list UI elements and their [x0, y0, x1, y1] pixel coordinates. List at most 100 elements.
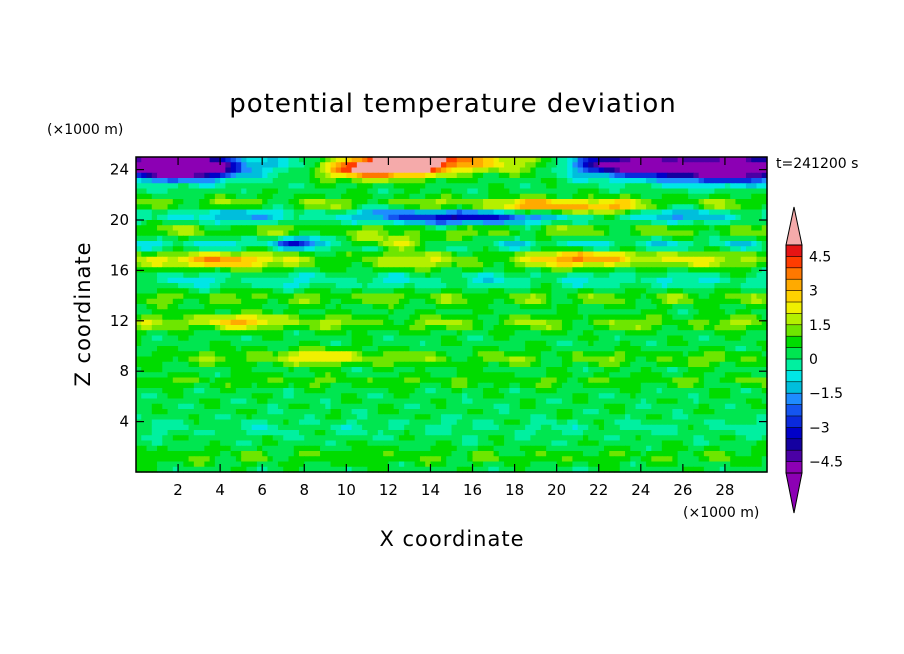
- field-cell: [467, 167, 474, 174]
- field-cell: [214, 283, 221, 289]
- field-cell: [635, 356, 642, 363]
- field-cell: [740, 351, 747, 358]
- field-cell: [656, 246, 663, 253]
- field-cell: [367, 235, 374, 242]
- field-cell: [698, 288, 705, 295]
- field-cell: [540, 251, 547, 258]
- field-cell: [588, 241, 595, 247]
- field-cell: [714, 262, 721, 268]
- field-cell: [309, 346, 316, 352]
- field-cell: [546, 293, 553, 300]
- field-cell: [546, 361, 553, 368]
- field-cell: [398, 283, 405, 289]
- field-cell: [488, 351, 495, 358]
- field-cell: [293, 183, 300, 190]
- field-cell: [619, 157, 626, 163]
- field-cell: [588, 251, 595, 258]
- field-cell: [614, 262, 621, 268]
- field-cell: [425, 167, 432, 174]
- field-cell: [661, 309, 668, 316]
- field-cell: [230, 167, 237, 174]
- field-cell: [540, 267, 547, 274]
- field-cell: [440, 172, 447, 179]
- field-cell: [730, 361, 737, 368]
- field-cell: [277, 309, 284, 316]
- field-cell: [330, 277, 337, 284]
- field-cell: [372, 188, 379, 195]
- field-cell: [193, 351, 200, 358]
- field-cell: [640, 172, 647, 179]
- field-cell: [372, 325, 379, 331]
- field-cell: [472, 293, 479, 300]
- field-cell: [409, 183, 416, 190]
- field-cell: [199, 351, 205, 358]
- field-cell: [425, 267, 432, 274]
- field-cell: [283, 277, 290, 284]
- field-cell: [330, 246, 337, 253]
- field-cell: [714, 230, 721, 237]
- field-cell: [540, 361, 547, 368]
- field-cell: [388, 199, 395, 205]
- field-cell: [551, 283, 558, 289]
- field-cell: [504, 193, 510, 200]
- field-cell: [157, 361, 163, 368]
- field-cell: [703, 367, 710, 373]
- field-cell: [603, 230, 610, 237]
- field-cell: [272, 183, 279, 190]
- field-cell: [519, 188, 526, 195]
- field-cell: [172, 351, 179, 358]
- field-cell: [288, 351, 295, 358]
- field-cell: [225, 351, 232, 358]
- field-cell: [251, 172, 258, 179]
- field-cell: [625, 172, 631, 179]
- field-cell: [309, 372, 316, 379]
- field-cell: [625, 188, 631, 195]
- field-cell: [714, 188, 721, 195]
- field-cell: [398, 183, 405, 190]
- field-cell: [393, 162, 400, 169]
- field-cell: [293, 351, 300, 358]
- field-cell: [293, 367, 300, 373]
- field-cell: [214, 298, 221, 305]
- field-cell: [483, 283, 489, 289]
- field-cell: [567, 293, 574, 300]
- field-cell: [314, 262, 321, 268]
- field-cell: [199, 361, 205, 368]
- field-cell: [398, 178, 405, 184]
- field-cell: [346, 293, 353, 300]
- field-cell: [209, 262, 216, 268]
- field-cell: [635, 272, 642, 279]
- field-cell: [235, 199, 242, 205]
- field-cell: [304, 214, 311, 221]
- field-cell: [193, 267, 200, 274]
- field-cell: [646, 277, 652, 284]
- field-cell: [304, 298, 311, 305]
- field-cell: [693, 178, 700, 184]
- field-cell: [367, 199, 374, 205]
- field-cell: [214, 241, 221, 247]
- field-cell: [525, 220, 531, 226]
- field-cell: [146, 246, 153, 253]
- field-cell: [730, 204, 737, 211]
- field-cell: [346, 314, 353, 321]
- field-cell: [635, 251, 642, 258]
- field-cell: [214, 162, 221, 169]
- field-cell: [393, 209, 400, 216]
- field-cell: [609, 256, 616, 263]
- field-cell: [398, 361, 405, 368]
- field-cell: [498, 256, 505, 263]
- field-cell: [388, 157, 395, 163]
- field-cell: [419, 225, 426, 232]
- field-cell: [451, 314, 458, 321]
- field-cell: [393, 225, 400, 232]
- field-cell: [193, 157, 200, 163]
- field-cell: [556, 262, 563, 268]
- field-cell: [346, 330, 353, 337]
- field-cell: [178, 314, 184, 321]
- field-cell: [462, 256, 468, 263]
- field-cell: [714, 319, 721, 326]
- field-cell: [646, 241, 652, 247]
- field-cell: [483, 272, 489, 279]
- field-cell: [525, 183, 531, 190]
- field-cell: [745, 209, 752, 216]
